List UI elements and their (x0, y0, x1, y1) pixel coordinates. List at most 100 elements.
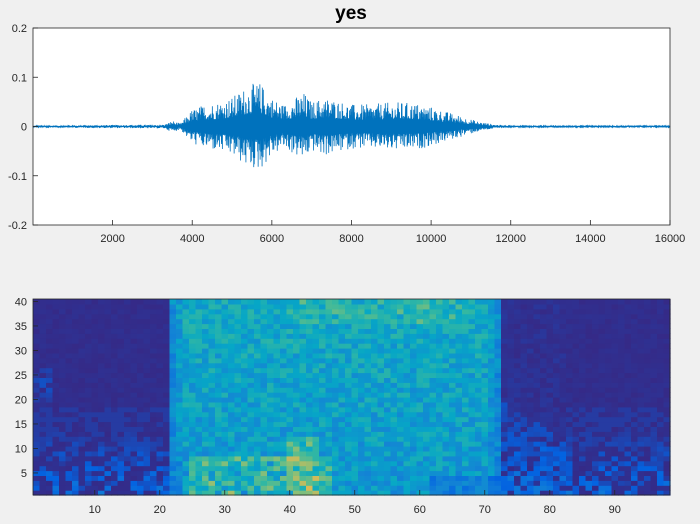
spectrogram-cell (325, 431, 333, 437)
spectrogram-cell (462, 455, 470, 462)
spectrogram-cell (117, 323, 125, 329)
spectrogram-cell (546, 377, 554, 383)
spectrogram-cell (156, 392, 164, 398)
spectrogram-cell (293, 411, 301, 418)
spectrogram-cell (358, 436, 366, 442)
spectrogram-cell (429, 333, 437, 339)
spectrogram-cell (280, 372, 288, 378)
spectrogram-cell (228, 333, 236, 339)
spectrogram-cell (325, 421, 333, 427)
spectrogram-cell (579, 382, 587, 388)
spectrogram-cell (390, 480, 398, 486)
spectrogram-cell (215, 490, 223, 496)
spectrogram-cell (371, 416, 379, 423)
spectrogram-cell (579, 421, 587, 427)
spectrogram-cell (52, 357, 60, 364)
spectrogram-cell (650, 397, 658, 403)
spectrogram-cell (481, 328, 489, 334)
spectrogram-cell (572, 348, 580, 354)
spectrogram-cell (442, 338, 450, 344)
spectrogram-cell (117, 387, 125, 393)
spectrogram-cell (514, 377, 522, 383)
spectrogram-cell (397, 421, 405, 427)
spectrogram-cell (442, 401, 450, 408)
spectrogram-cell (65, 485, 73, 491)
spectrogram-cell (72, 313, 80, 320)
spectrogram-cell (202, 490, 210, 496)
spectrogram-cell (650, 392, 658, 398)
spectrogram-cell (624, 465, 632, 472)
spectrogram-cell (267, 490, 275, 496)
spectrogram-cell (468, 377, 476, 383)
spectrogram-cell (202, 333, 210, 339)
spectrogram-cell (637, 357, 645, 364)
spectrogram-cell (605, 426, 613, 432)
spectrogram-cell (59, 357, 67, 364)
spectrogram-cell (124, 318, 132, 325)
spectrogram-cell (228, 416, 236, 423)
spectrogram-cell (163, 421, 171, 427)
spectrogram-cell (150, 465, 158, 472)
spectrogram-cell (657, 323, 665, 329)
spectrogram-cell (488, 426, 496, 432)
spectrogram-cell (611, 436, 619, 442)
spectrogram-cell (592, 323, 600, 329)
spectrogram-cell (293, 308, 301, 315)
spectrogram-cell (143, 485, 151, 491)
spectrogram-cell (286, 372, 294, 378)
spectrogram-cell (436, 406, 444, 413)
spectrogram-cell (416, 308, 424, 315)
spectrogram-cell (182, 397, 190, 403)
spectrogram-cell (182, 372, 190, 378)
spectrogram-cell (59, 313, 67, 320)
spectrogram-cell (150, 392, 158, 398)
spectrogram-cell (540, 450, 548, 457)
spectrogram-cell (390, 392, 398, 398)
spectrogram-cell (377, 416, 385, 423)
spectrogram-cell (559, 431, 567, 437)
spectrogram-cell (377, 333, 385, 339)
spectrogram-cell (540, 357, 548, 364)
spectrogram-cell (195, 411, 203, 418)
spectrogram-cell (234, 421, 242, 427)
spectrogram-cell (156, 470, 164, 476)
spectrogram-cell (338, 348, 346, 354)
spectrogram-cell (540, 299, 548, 305)
spectrogram-cell (202, 436, 210, 442)
spectrogram-cell (410, 357, 418, 364)
spectrogram-cell (585, 333, 593, 339)
spectrogram-cell (169, 338, 177, 344)
spectrogram-cell (475, 411, 483, 418)
spectrogram-cell (215, 333, 223, 339)
spectrogram-cell (299, 397, 307, 403)
spectrogram-cell (234, 480, 242, 486)
spectrogram-cell (585, 392, 593, 398)
spectrogram-cell (520, 313, 528, 320)
spectrogram-cell (455, 416, 463, 423)
spectrogram-cell (585, 318, 593, 325)
spectrogram-cell (501, 490, 509, 496)
spectrogram-cell (637, 421, 645, 427)
spectrogram-cell (475, 352, 483, 359)
spectrogram-cell (33, 490, 41, 496)
spectrogram-cell (410, 367, 418, 374)
spectrogram-cell (462, 362, 470, 369)
spectrogram-cell (241, 352, 249, 359)
spectrogram-cell (657, 421, 665, 427)
spectrogram-cell (481, 485, 489, 491)
spectrogram-cell (325, 299, 333, 305)
spectrogram-cell (624, 470, 632, 476)
spectrogram-cell (65, 323, 73, 329)
spectrogram-cell (208, 421, 216, 427)
spectrogram-cell (39, 313, 47, 320)
spectrogram-cell (345, 348, 353, 354)
spectrogram-cell (195, 308, 203, 315)
spectrogram-cell (507, 431, 515, 437)
spectrogram-cell (137, 490, 145, 496)
spectrogram-cell (91, 436, 99, 442)
spectrogram-cell (605, 446, 613, 452)
spectrogram-cell (338, 436, 346, 442)
spectrogram-cell (208, 382, 216, 388)
spectrogram-cell (436, 421, 444, 427)
spectrogram-cell (111, 397, 119, 403)
